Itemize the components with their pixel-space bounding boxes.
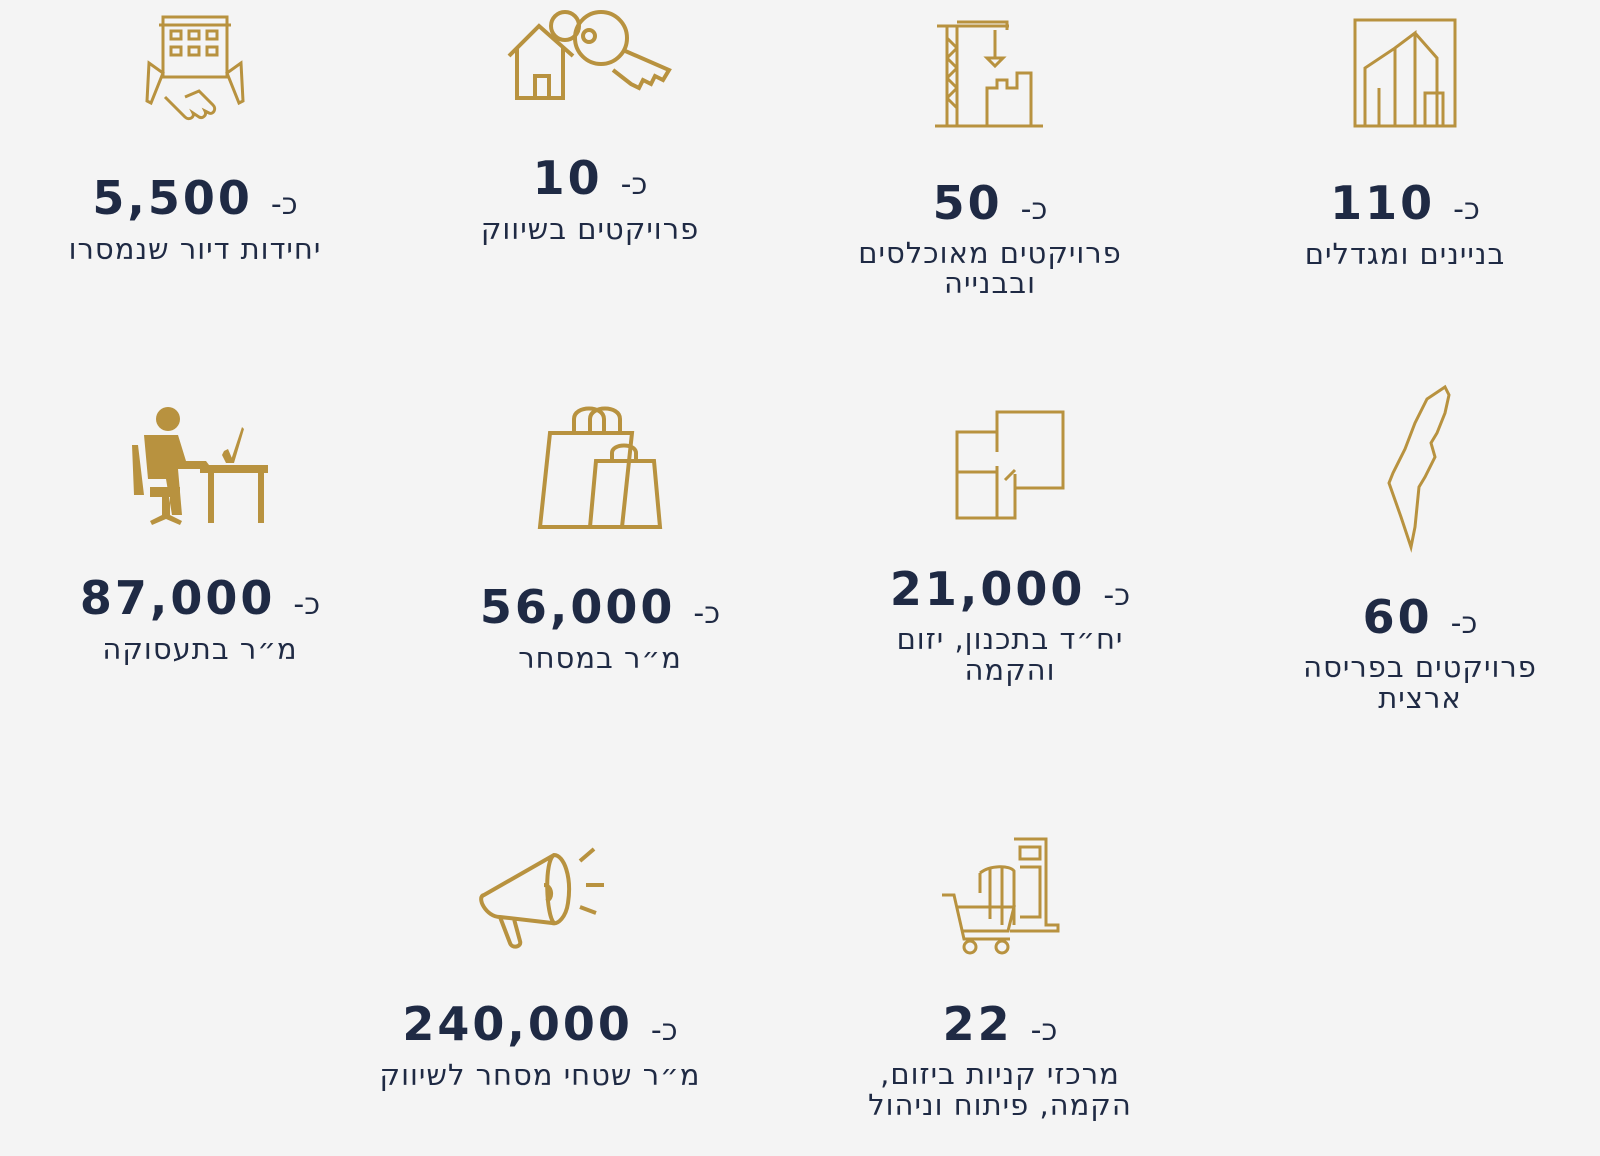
approx-prefix: כ- — [693, 596, 721, 631]
stat-label: מ״ר במסחר — [518, 641, 682, 675]
stat-value: 10 — [532, 151, 603, 205]
stat-buildings: כ- 110 בניינים ומגדלים — [1240, 8, 1570, 271]
stat-value: 22 — [942, 997, 1013, 1051]
stat-employment-area: כ- 87,000 מ״ר בתעסוקה — [10, 395, 390, 666]
crane-construction-icon — [820, 8, 1160, 128]
approx-prefix: כ- — [1103, 578, 1131, 613]
stat-label: יח״ד בתכנון, יזום והקמה — [896, 622, 1124, 687]
stat-housing-units: כ- 5,500 יחידות דיור שנמסרו — [5, 8, 385, 266]
buildings-icon — [1240, 8, 1570, 128]
approx-prefix: כ- — [1453, 192, 1480, 227]
approx-prefix: כ- — [293, 587, 321, 622]
stat-label: מ״ר שטחי מסחר לשיווק — [379, 1058, 701, 1092]
approx-prefix: כ- — [270, 187, 298, 222]
stat-retail-marketing: כ- 240,000 מ״ר שטחי מסחר לשיווק — [330, 840, 750, 1092]
floor-plan-icon — [860, 395, 1160, 520]
megaphone-icon — [330, 840, 750, 955]
stat-projects-built: כ- 50 פרויקטים מאוכלסים ובבנייה — [820, 8, 1160, 298]
building-handshake-icon — [5, 8, 385, 123]
stat-shopping-centers: כ- 22 מרכזי קניות ביזום, הקמה, פיתוח וניה… — [830, 835, 1170, 1121]
stat-planning-units: כ- 21,000 יח״ד בתכנון, יזום והקמה — [860, 395, 1160, 686]
stat-national-spread: כ- 60 פרויקטים בפריסה ארצית — [1275, 384, 1565, 715]
stat-value: 60 — [1362, 590, 1433, 644]
stat-label: פרויקטים בשיווק — [480, 212, 700, 246]
approx-prefix: כ- — [1450, 606, 1478, 641]
israel-map-icon — [1275, 384, 1565, 553]
approx-prefix: כ- — [1030, 1013, 1058, 1048]
stat-label: פרויקטים בפריסה ארצית — [1303, 650, 1537, 715]
stat-value: 21,000 — [889, 562, 1086, 616]
stat-commerce-area: כ- 56,000 מ״ר במסחר — [410, 395, 790, 675]
stat-value: 50 — [932, 176, 1003, 230]
approx-prefix: כ- — [1020, 192, 1048, 227]
office-worker-icon — [10, 395, 390, 525]
approx-prefix: כ- — [650, 1013, 678, 1048]
stat-label: מרכזי קניות ביזום, הקמה, פיתוח וניהול — [868, 1057, 1132, 1122]
shopping-mall-cart-icon — [830, 835, 1170, 955]
shopping-bags-icon — [410, 395, 790, 530]
stat-value: 110 — [1330, 176, 1436, 230]
stat-value: 56,000 — [479, 580, 676, 634]
stat-value: 5,500 — [92, 171, 253, 225]
stat-label: יחידות דיור שנמסרו — [68, 232, 322, 266]
stat-label: מ״ר בתעסוקה — [102, 632, 298, 666]
stat-value: 240,000 — [402, 997, 633, 1051]
stat-label: בניינים ומגדלים — [1304, 237, 1506, 271]
stat-projects-marketing: כ- 10 פרויקטים בשיווק — [400, 8, 780, 246]
house-keys-icon — [400, 8, 780, 103]
stat-label: פרויקטים מאוכלסים ובבנייה — [858, 236, 1122, 300]
stat-value: 87,000 — [79, 571, 276, 625]
approx-prefix: כ- — [620, 167, 648, 202]
